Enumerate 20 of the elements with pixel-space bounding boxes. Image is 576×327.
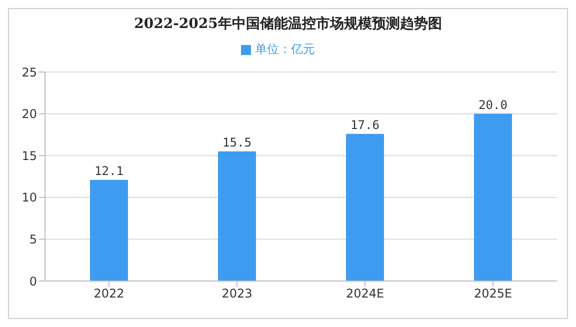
x-tick-label: 2022 [94, 286, 124, 301]
bar [218, 151, 256, 281]
x-tick-label: 2023 [222, 286, 252, 301]
bar [346, 134, 384, 281]
bar [90, 180, 128, 281]
y-tick-label: 0 [29, 274, 37, 288]
text: 15.5 [222, 135, 252, 150]
text: 12.1 [94, 164, 124, 178]
text: 20.0 [478, 98, 508, 112]
x-tick-label: 2024E [346, 286, 384, 301]
chart-title: 2022-2025年中国储能温控市场规模预测趋势图 [133, 15, 443, 33]
y-tick-label: 10 [22, 190, 37, 205]
bar [474, 114, 512, 281]
y-tick-label: 25 [22, 65, 37, 80]
x-tick-label: 2025E [474, 286, 512, 301]
legend-label: 单位：亿元 [255, 42, 315, 56]
text: 17.6 [350, 118, 380, 132]
y-tick-label: 15 [22, 148, 37, 163]
y-tick-label: 5 [29, 232, 37, 246]
y-tick-label: 20 [22, 107, 37, 122]
